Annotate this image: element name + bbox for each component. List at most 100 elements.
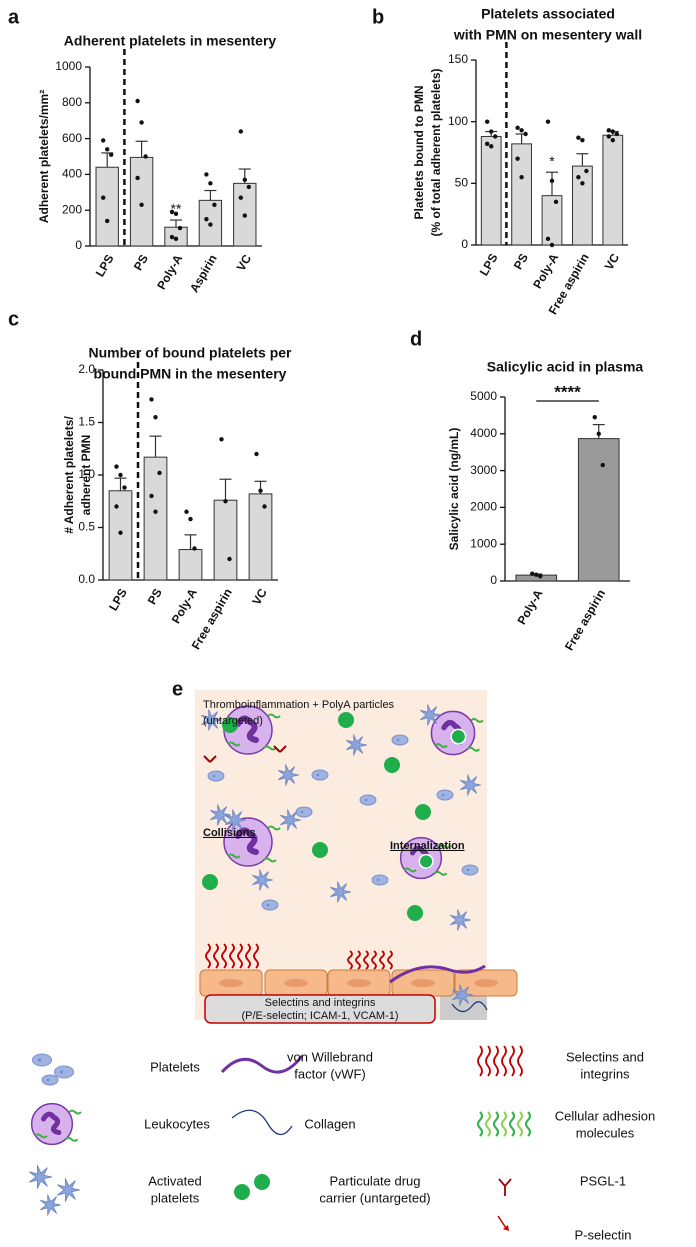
data-point [519,128,524,133]
y-tick-label: 3000 [470,463,497,477]
data-point [606,134,611,139]
collagen [451,1001,488,1013]
data-point [485,141,490,147]
leukocyte-nucleus [235,827,259,855]
data-point [118,472,123,478]
platelet-granule [396,738,400,742]
data-point [153,509,158,514]
data-point [114,464,119,469]
data-point [204,172,209,177]
platelet-granule [212,774,216,778]
data-point [254,451,259,457]
vwf [389,964,486,984]
selectin [493,1045,499,1077]
selectin [387,950,393,970]
particle [418,853,434,869]
psgl-1 [273,745,287,753]
panel-label: a [8,6,20,28]
particle [234,1184,250,1200]
data-point [242,177,247,182]
chart-title: Number of bound platelets per [88,345,292,361]
data-point [534,572,539,577]
data-point [584,168,589,174]
endothelial-nucleus [219,979,243,987]
endothelial-nucleus [474,979,498,987]
bar [541,195,563,246]
data-point [173,236,179,242]
diagram-title: Thromboinflammation + PolyA particles [203,699,395,711]
adhesion-molecule [501,1111,507,1137]
panel-label: d [410,328,422,350]
platelet-granule [466,868,470,872]
data-point [549,178,555,184]
y-tick-label: 0 [461,237,468,251]
data-point [238,129,243,134]
y-axis-label: Salicylic acid (ng/mL) [447,428,461,551]
data-point [545,236,551,242]
chart-title: with PMN on mesentery wall [453,27,642,43]
endothelial-nucleus [284,979,308,987]
y-tick-label: 5000 [470,389,497,403]
activated-platelet [330,881,351,903]
data-point [515,125,520,131]
activated-platelet [252,869,273,891]
data-point [262,504,267,509]
significance: ** [171,201,182,217]
adhesion-molecule [263,857,277,863]
chart-title: Adherent platelets in mesentery [64,33,277,49]
data-point [149,493,154,499]
data-point [101,138,106,143]
activated-platelet [40,1194,61,1216]
x-tick-label: VC [249,586,270,608]
panel-label: c [8,308,19,330]
y-axis-label: Adherent platelets/mm² [37,90,51,223]
particle [415,804,431,820]
endothelial-nucleus [411,979,435,987]
legend-label: factor (vWF) [294,1066,366,1081]
selectin [245,943,251,969]
data-point [105,147,110,152]
selectin [253,943,259,969]
collagen [231,1109,293,1136]
data-point [135,98,140,104]
y-tick-label: 1.5 [78,415,95,429]
platelet [436,789,454,801]
bar [108,490,133,581]
selectin [213,943,219,969]
panel-label: b [372,6,384,28]
box-text: Selectins and integrins [265,997,376,1009]
data-point [157,470,162,476]
data-point [212,202,217,208]
selectin [485,1045,491,1077]
data-point [523,131,528,137]
legend-label: platelets [151,1190,200,1205]
x-tick-label: Aspirin [187,252,220,295]
x-tick-label: Poly-A [169,586,200,626]
adhesion-molecule [470,717,484,723]
y-axis-label: adherent PMN [79,435,93,516]
data-point [553,199,559,205]
activated-platelet [278,764,299,786]
platelet [207,770,225,782]
platelet-granule [266,903,270,907]
data-point [223,499,228,504]
selectin [355,950,361,970]
bar [511,143,532,246]
adhesion-molecule [263,745,277,751]
legend-label: PSGL-1 [580,1173,626,1188]
chart-title: Platelets associated [481,6,615,22]
adhesion-molecule [525,1111,531,1137]
data-point [242,213,247,218]
y-tick-label: 0.0 [78,572,95,586]
activated-platelet [56,1178,81,1202]
endothelial-nucleus [347,979,371,987]
x-tick-label: LPS [106,586,130,613]
data-point [101,195,106,200]
particle [222,717,238,733]
adhesion-molecule [68,1109,82,1115]
data-point [489,129,494,134]
platelet [461,864,479,876]
data-point [519,174,524,180]
data-point [610,137,615,143]
